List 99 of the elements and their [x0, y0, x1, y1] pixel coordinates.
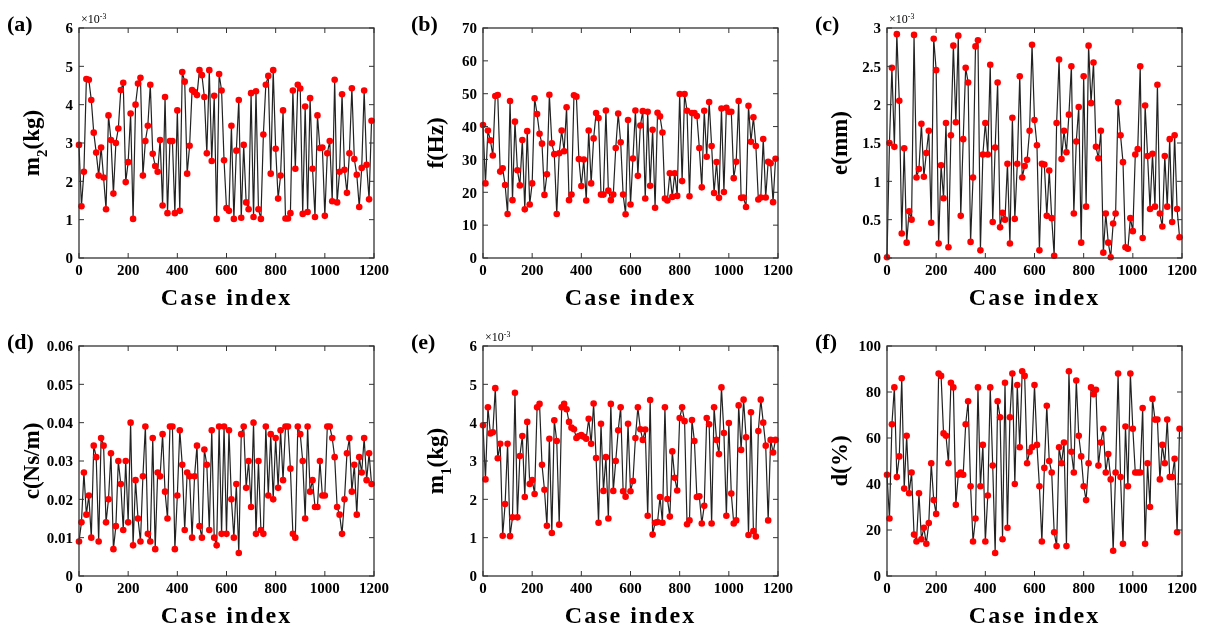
x-tick-label: 600 — [1023, 580, 1046, 596]
x-tick-label: 600 — [215, 262, 238, 278]
x-axis-title: Case index — [160, 284, 293, 310]
y-tick-label: 2 — [469, 491, 477, 508]
x-tick-label: 1000 — [713, 262, 744, 278]
y-axis-title: d(%) — [827, 435, 852, 487]
y-tick-label: 0 — [65, 250, 73, 267]
y-tick-label: 4 — [65, 96, 74, 113]
x-tick-label: 1200 — [1167, 580, 1197, 596]
y-tick-label: 50 — [462, 85, 477, 102]
x-tick-label: 800 — [668, 262, 691, 278]
y-tick-label: 4 — [469, 414, 478, 431]
y-tick-label: 0 — [65, 568, 73, 585]
y-tick-label: 3 — [469, 453, 477, 470]
x-tick-label: 1200 — [359, 262, 389, 278]
y-tick-label: 1 — [873, 173, 881, 190]
y-tick-label: 1 — [65, 211, 73, 228]
y-tick-label: 40 — [462, 118, 477, 135]
y-tick-label: 2 — [873, 96, 881, 113]
y-tick-label: 80 — [866, 384, 881, 401]
chart-title: (f) — [815, 329, 837, 354]
x-tick-label: 400 — [974, 580, 997, 596]
x-tick-label: 800 — [668, 580, 691, 596]
y-tick-label: 0.03 — [46, 453, 73, 470]
y-tick-label: 2 — [65, 173, 73, 190]
y-axis-title: c(Ns/m) — [19, 422, 44, 500]
text: ×10$^{-3}$ — [485, 329, 511, 344]
chart-title: (c) — [815, 11, 840, 36]
x-tick-label: 400 — [166, 262, 189, 278]
y-tick-label: 0 — [873, 250, 881, 267]
x-tick-label: 400 — [570, 262, 593, 278]
chart-title: (d) — [7, 329, 34, 354]
x-tick-label: 800 — [264, 580, 287, 596]
x-tick-label: 200 — [116, 580, 140, 596]
x-axis-title: Case index — [968, 602, 1101, 628]
x-tick-label: 600 — [619, 580, 642, 596]
y-tick-label: 60 — [866, 430, 881, 447]
x-tick-label: 400 — [974, 262, 997, 278]
y-tick-label: 1.5 — [862, 135, 881, 152]
x-tick-label: 800 — [264, 262, 287, 278]
y-tick-label: 0.06 — [46, 338, 74, 355]
y-tick-label: 5 — [469, 376, 477, 393]
y-tick-label: 0.01 — [46, 529, 73, 546]
y-tick-label: 3 — [65, 135, 73, 152]
x-axis-title: Case index — [968, 284, 1101, 310]
x-tick-label: 1200 — [359, 580, 389, 596]
y-tick-label: 40 — [866, 476, 881, 493]
chart-title: (a) — [7, 11, 33, 36]
y-tick-label: 20 — [866, 522, 881, 539]
y-tick-label: 0.5 — [862, 211, 881, 228]
x-tick-label: 200 — [520, 262, 544, 278]
x-tick-label: 200 — [924, 580, 948, 596]
x-axis-title: Case index — [160, 602, 293, 628]
x-tick-label: 600 — [619, 262, 642, 278]
y-tick-label: 0 — [873, 568, 881, 585]
y-tick-label: 20 — [462, 184, 477, 201]
y-tick-label: 6 — [469, 338, 478, 355]
x-tick-label: 600 — [1023, 262, 1046, 278]
y-tick-label: 10 — [462, 217, 477, 234]
y-tick-label: 30 — [462, 151, 477, 168]
y-tick-label: 6 — [65, 20, 74, 37]
x-tick-label: 800 — [1072, 262, 1095, 278]
x-tick-label: 800 — [1072, 580, 1095, 596]
x-tick-label: 1000 — [309, 262, 340, 278]
x-axis-title: Case index — [564, 284, 697, 310]
y-tick-label: 0.04 — [46, 414, 74, 431]
y-tick-label: 0.02 — [46, 491, 73, 508]
x-tick-label: 1000 — [309, 580, 340, 596]
x-tick-label: 200 — [924, 262, 948, 278]
y-tick-label: 70 — [462, 20, 477, 37]
y-tick-label: 3 — [873, 20, 881, 37]
y-tick-label: 2.5 — [862, 58, 881, 75]
x-axis-title: Case index — [564, 602, 697, 628]
x-tick-label: 200 — [116, 262, 140, 278]
text: ×10$^{-3}$ — [889, 11, 915, 26]
y-tick-label: 1 — [469, 529, 477, 546]
y-tick-label: 60 — [462, 53, 477, 70]
y-tick-label: 0 — [469, 568, 477, 585]
x-tick-label: 600 — [215, 580, 238, 596]
text: ×10$^{-3}$ — [81, 11, 107, 26]
y-tick-label: 0 — [469, 250, 477, 267]
y-tick-label: 100 — [858, 338, 881, 355]
x-tick-label: 1200 — [763, 580, 793, 596]
x-tick-label: 1200 — [763, 262, 793, 278]
x-tick-label: 1000 — [1117, 580, 1148, 596]
x-tick-label: 1000 — [713, 580, 744, 596]
x-tick-label: 1200 — [1167, 262, 1197, 278]
x-tick-label: 1000 — [1117, 262, 1148, 278]
chart-title: (b) — [411, 11, 438, 36]
y-tick-label: 0.05 — [46, 376, 73, 393]
x-tick-label: 0 — [883, 262, 891, 278]
y-axis-title: f(Hz) — [423, 117, 448, 169]
y-tick-label: 5 — [65, 58, 73, 75]
x-tick-label: 400 — [570, 580, 593, 596]
x-tick-label: 0 — [883, 580, 891, 596]
y-axis-title: e(mm) — [827, 111, 852, 175]
x-tick-label: 400 — [166, 580, 189, 596]
chart-title: (e) — [411, 329, 436, 354]
x-tick-label: 200 — [520, 580, 544, 596]
